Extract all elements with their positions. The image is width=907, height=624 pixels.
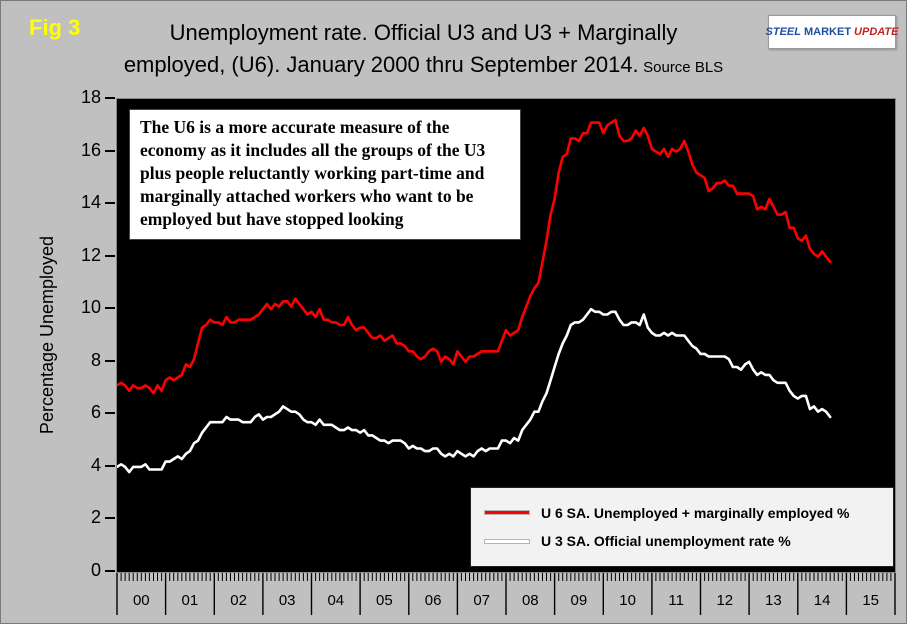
u6-line-swatch — [485, 511, 529, 515]
x-year-label: 02 — [230, 592, 247, 609]
x-year-label: 08 — [522, 592, 539, 609]
x-year-label: 10 — [619, 592, 636, 609]
plot-area: The U6 is a more accurate measure of the… — [116, 98, 896, 573]
chart-title: Unemployment rate. Official U3 and U3 + … — [71, 17, 776, 81]
y-tick-label: 6 — [90, 402, 101, 423]
x-year-label: 14 — [814, 592, 831, 609]
legend-label-u6: U 6 SA. Unemployed + marginally employed… — [541, 504, 850, 521]
u3-line-swatch — [485, 539, 529, 543]
chart-title-line2-wrap: employed, (U6). January 2000 thru Septem… — [71, 49, 776, 81]
y-tick-label: 14 — [80, 192, 101, 213]
x-year-label: 03 — [279, 592, 296, 609]
y-tick-mark — [105, 412, 115, 415]
chart-title-line1: Unemployment rate. Official U3 and U3 + … — [169, 20, 678, 45]
logo-word-update: UPDATE — [854, 26, 899, 38]
x-year-label: 05 — [376, 592, 393, 609]
x-year-label: 00 — [133, 592, 150, 609]
legend: U 6 SA. Unemployed + marginally employed… — [470, 487, 894, 567]
x-year-label: 04 — [327, 592, 344, 609]
y-axis: 0 2 4 6 8 10 12 14 16 18 — [1, 1, 116, 623]
y-tick-mark — [105, 517, 115, 520]
legend-row-u3: U 3 SA. Official unemployment rate % — [485, 533, 879, 549]
x-year-label: 15 — [862, 592, 879, 609]
y-tick-mark — [105, 359, 115, 362]
x-year-label: 12 — [716, 592, 733, 609]
y-tick-mark — [105, 570, 115, 572]
series-line — [117, 118, 832, 395]
logo-word-steel: STEEL — [765, 26, 801, 38]
legend-row-u6: U 6 SA. Unemployed + marginally employed… — [485, 505, 879, 521]
x-year-label: 13 — [765, 592, 782, 609]
y-tick-label: 18 — [80, 87, 101, 107]
x-year-label: 09 — [571, 592, 588, 609]
steel-market-update-logo: STEEL MARKET UPDATE — [765, 15, 899, 49]
y-tick-mark — [105, 149, 115, 152]
x-year-label: 06 — [425, 592, 442, 609]
x-year-label: 07 — [473, 592, 490, 609]
y-tick-label: 4 — [90, 454, 101, 475]
y-tick-label: 16 — [80, 139, 101, 160]
x-year-label: 11 — [668, 592, 684, 609]
y-tick-mark — [105, 97, 115, 99]
x-axis-svg: 00 01 02 03 04 05 06 07 08 09 10 11 12 13 14 15 — [116, 573, 896, 615]
logo-word-market: MARKET — [803, 26, 852, 38]
figure-number-label: Fig 3 — [29, 15, 81, 40]
y-tick-label: 0 — [90, 560, 101, 580]
y-tick-mark — [105, 254, 115, 257]
y-tick-label: 12 — [80, 244, 101, 265]
y-tick-mark — [105, 464, 115, 467]
plot-svg — [117, 118, 832, 474]
series-line — [117, 307, 832, 474]
y-tick-mark — [105, 202, 115, 205]
y-tick-label: 10 — [80, 297, 101, 318]
legend-label-u3: U 3 SA. Official unemployment rate % — [541, 533, 791, 550]
chart-title-line2: employed, (U6). January 2000 thru Septem… — [123, 51, 639, 77]
x-year-label: 01 — [182, 592, 199, 609]
y-tick-mark — [105, 307, 115, 310]
y-tick-label: 8 — [90, 349, 101, 370]
annotation-box: The U6 is a more accurate measure of the… — [129, 109, 521, 241]
source-label: Source BLS — [643, 58, 724, 76]
y-tick-label: 2 — [90, 507, 101, 528]
